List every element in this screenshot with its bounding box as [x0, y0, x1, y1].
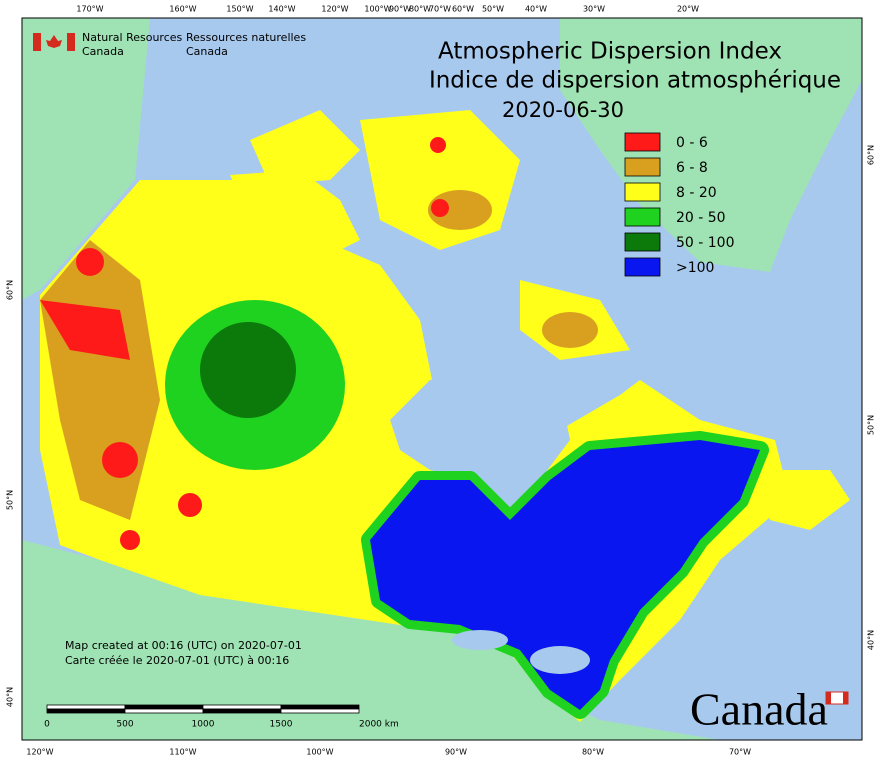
longitude-label: 110°W [169, 748, 196, 757]
latitude-label: 50°N [6, 490, 15, 510]
greenland [560, 18, 862, 272]
legend-label: 0 - 6 [676, 135, 708, 151]
hudson-bay [390, 370, 570, 520]
longitude-label: 40°W [525, 5, 547, 14]
scale-label: 1000 [192, 720, 215, 730]
legend-swatch [624, 207, 661, 227]
arctic-island [250, 110, 360, 185]
scale-segment [124, 708, 204, 714]
canada-wordmark: Canada [690, 684, 828, 735]
longitude-label: 120°W [321, 5, 348, 14]
scale-label: 0 [44, 720, 50, 730]
longitude-label: 30°W [583, 5, 605, 14]
scale-segment [46, 708, 126, 714]
dispersion-area [430, 137, 446, 153]
longitude-label: 170°W [76, 5, 103, 14]
dispersion-area [76, 248, 104, 276]
map-frame [21, 17, 863, 741]
longitude-label: 100°W [306, 748, 333, 757]
scale-label: 1500 [270, 720, 293, 730]
frame-border [21, 17, 863, 741]
longitude-label: 20°W [677, 5, 699, 14]
scale-segment [46, 704, 126, 710]
agency-fr: Canada [186, 45, 228, 58]
longitude-label: 80°W [409, 5, 431, 14]
newfoundland [760, 470, 850, 530]
dispersion-area [200, 322, 296, 418]
legend-label: 50 - 100 [676, 235, 735, 251]
longitude-label: 100°W [364, 5, 391, 14]
date: 2020-06-30 [502, 98, 624, 122]
dispersion-area [102, 442, 138, 478]
legend-swatch [624, 157, 661, 177]
legend-swatch [624, 232, 661, 252]
scale-label: 500 [116, 720, 133, 730]
dispersion-area [178, 493, 202, 517]
longitude-label: 150°W [226, 5, 253, 14]
dispersion-area [431, 199, 449, 217]
scale-label: 2000 km [359, 720, 399, 730]
longitude-label: 80°W [582, 748, 604, 757]
great-lakes [452, 630, 508, 650]
agency-en: Natural Resources [82, 31, 183, 44]
note: Map created at 00:16 (UTC) on 2020-07-01 [65, 639, 302, 652]
title: Atmospheric Dispersion Index [438, 39, 782, 65]
wordmark-flag [826, 692, 831, 704]
longitude-label: 60°W [452, 5, 474, 14]
legend-label: 6 - 8 [676, 160, 708, 176]
longitude-label: 120°W [26, 748, 53, 757]
longitude-label: 160°W [169, 5, 196, 14]
dispersion-area [120, 530, 140, 550]
flag-bar [33, 33, 41, 51]
legend-label: 8 - 20 [676, 185, 717, 201]
great-lakes [530, 646, 590, 674]
agency-fr: Ressources naturelles [186, 31, 306, 44]
dispersion-area [370, 440, 760, 710]
wordmark-flag [843, 692, 848, 704]
scale-segment [280, 704, 360, 710]
scale-segment [280, 708, 360, 714]
scale-segment [202, 708, 282, 714]
legend-label: 20 - 50 [676, 210, 726, 226]
flag-bar [67, 33, 75, 51]
title: Indice de dispersion atmosphérique [429, 68, 841, 94]
longitude-label: 90°W [389, 5, 411, 14]
latitude-label: 40°N [867, 630, 876, 650]
alaska [22, 18, 150, 300]
latitude-label: 60°N [6, 280, 15, 300]
wordmark: Canada [690, 684, 849, 735]
legend-label: >100 [676, 260, 714, 276]
latitude-label: 50°N [867, 415, 876, 435]
longitude-label: 70°W [429, 5, 451, 14]
longitude-label: 140°W [268, 5, 295, 14]
dispersion-area [40, 300, 130, 360]
agency-en: Canada [82, 45, 124, 58]
latitude-label: 60°N [867, 145, 876, 165]
nrcan-signature: Natural Resources Canada Ressources natu… [33, 31, 306, 58]
scale-segment [202, 704, 282, 710]
latitude-label: 40°N [6, 687, 15, 707]
longitude-label: 90°W [445, 748, 467, 757]
longitude-label: 50°W [482, 5, 504, 14]
note: Carte créée le 2020-07-01 (UTC) à 00:16 [65, 654, 289, 667]
legend-swatch [624, 182, 661, 202]
legend-swatch [624, 132, 661, 152]
arctic-island [230, 170, 360, 260]
dispersion-area [542, 312, 598, 348]
legend-swatch [624, 257, 661, 277]
scale-segment [124, 704, 204, 710]
maple-leaf [46, 35, 62, 48]
longitude-label: 70°W [729, 748, 751, 757]
